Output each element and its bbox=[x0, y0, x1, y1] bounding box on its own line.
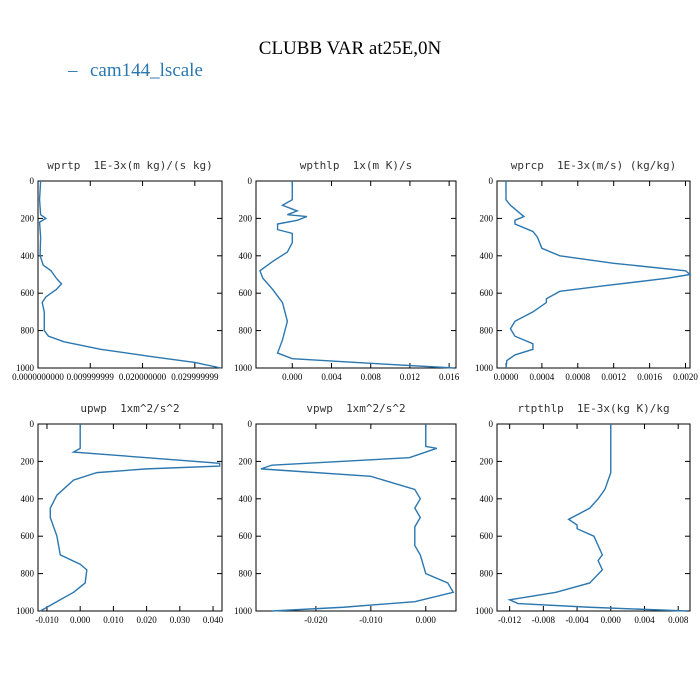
panel-title: wprtp 1E-3x(m kg)/(s kg) bbox=[47, 159, 213, 172]
y-tick-label: 400 bbox=[239, 251, 253, 261]
panel-title: wpthlp 1x(m K)/s bbox=[300, 159, 413, 172]
y-tick-label: 0 bbox=[248, 176, 253, 186]
y-tick-label: 0 bbox=[489, 176, 494, 186]
y-tick-label: 0 bbox=[248, 419, 253, 429]
x-tick-label: 0.000 bbox=[601, 615, 622, 625]
y-tick-label: 800 bbox=[21, 326, 35, 336]
y-tick-label: 800 bbox=[21, 569, 35, 579]
y-tick-label: 400 bbox=[480, 494, 494, 504]
x-tick-label: 0.008 bbox=[361, 372, 382, 382]
x-tick-label: 0.004 bbox=[321, 372, 342, 382]
y-tick-label: 800 bbox=[239, 326, 253, 336]
y-tick-label: 800 bbox=[480, 326, 494, 336]
panel-title: vpwp 1xm^2/s^2 bbox=[306, 402, 405, 415]
y-tick-label: 200 bbox=[239, 456, 253, 466]
y-tick-label: 600 bbox=[21, 288, 35, 298]
x-tick-label: 0.000 bbox=[282, 372, 303, 382]
y-tick-label: 400 bbox=[21, 494, 35, 504]
x-tick-label: 0.030 bbox=[170, 615, 191, 625]
y-tick-label: 0 bbox=[30, 176, 35, 186]
panel-title: wprcp 1E-3x(m/s) (kg/kg) bbox=[511, 159, 677, 172]
legend-label: cam144_lscale bbox=[90, 60, 203, 81]
x-tick-label: 0.0000 bbox=[494, 372, 519, 382]
y-tick-label: 1000 bbox=[475, 363, 494, 373]
x-tick-label: -0.010 bbox=[359, 615, 383, 625]
plot-frame bbox=[255, 180, 457, 369]
legend-mark: – bbox=[67, 60, 78, 81]
data-line bbox=[260, 424, 455, 612]
plot-frame bbox=[496, 180, 691, 369]
plot-frame bbox=[37, 423, 223, 612]
plot-frame bbox=[255, 423, 457, 612]
x-tick-label: 0.004 bbox=[634, 615, 655, 625]
x-tick-label: 0.000 bbox=[70, 615, 91, 625]
x-tick-label: 0.000 bbox=[416, 615, 437, 625]
y-tick-label: 600 bbox=[480, 288, 494, 298]
data-line bbox=[505, 181, 692, 369]
y-tick-label: 400 bbox=[239, 494, 253, 504]
y-tick-label: 200 bbox=[480, 213, 494, 223]
y-tick-label: 1000 bbox=[475, 606, 494, 616]
x-tick-label: 0.020 bbox=[136, 615, 157, 625]
y-tick-label: 400 bbox=[21, 251, 35, 261]
y-tick-label: 200 bbox=[21, 213, 35, 223]
x-tick-label: 0.0012 bbox=[601, 372, 626, 382]
data-line bbox=[259, 181, 455, 369]
data-line bbox=[39, 424, 221, 612]
plot-frame bbox=[496, 423, 691, 612]
panel-title: upwp 1xm^2/s^2 bbox=[80, 402, 179, 415]
y-tick-label: 600 bbox=[239, 288, 253, 298]
y-tick-label: 800 bbox=[480, 569, 494, 579]
x-tick-label: 0.008 bbox=[668, 615, 689, 625]
x-tick-label: 0.016 bbox=[439, 372, 460, 382]
x-tick-label: 0.0004 bbox=[530, 372, 555, 382]
y-tick-label: 0 bbox=[30, 419, 35, 429]
y-tick-label: 600 bbox=[480, 531, 494, 541]
x-tick-label: 0.0020 bbox=[673, 372, 698, 382]
figure-title: CLUBB VAR at25E,0N bbox=[259, 38, 442, 59]
x-tick-label: -0.008 bbox=[532, 615, 556, 625]
x-tick-label: 0.040 bbox=[203, 615, 224, 625]
y-tick-label: 200 bbox=[480, 456, 494, 466]
data-line bbox=[38, 180, 222, 369]
y-tick-label: 800 bbox=[239, 569, 253, 579]
y-tick-label: 1000 bbox=[16, 363, 35, 373]
x-tick-label: 0.029999999 bbox=[171, 372, 219, 382]
y-tick-label: 600 bbox=[239, 531, 253, 541]
x-tick-label: 0.0016 bbox=[637, 372, 662, 382]
x-tick-label: -0.020 bbox=[304, 615, 328, 625]
x-tick-label: -0.010 bbox=[35, 615, 59, 625]
x-tick-label: 0.012 bbox=[400, 372, 420, 382]
y-tick-label: 1000 bbox=[234, 606, 253, 616]
x-tick-label: 0.009999999 bbox=[67, 372, 115, 382]
x-tick-label: 0.010 bbox=[103, 615, 124, 625]
panel-title: rtpthlp 1E-3x(kg K)/kg bbox=[517, 402, 669, 415]
y-tick-label: 1000 bbox=[234, 363, 253, 373]
x-tick-label: 0.0008 bbox=[565, 372, 590, 382]
y-tick-label: 200 bbox=[21, 456, 35, 466]
y-tick-label: 1000 bbox=[16, 606, 35, 616]
x-tick-label: 0.020000000 bbox=[119, 372, 167, 382]
x-tick-label: -0.012 bbox=[498, 615, 521, 625]
plot-frame bbox=[37, 180, 223, 369]
data-line bbox=[507, 424, 687, 612]
x-tick-label: 0.0000000000 bbox=[12, 372, 64, 382]
y-tick-label: 0 bbox=[489, 419, 494, 429]
x-tick-label: -0.004 bbox=[565, 615, 589, 625]
y-tick-label: 600 bbox=[21, 531, 35, 541]
y-tick-label: 400 bbox=[480, 251, 494, 261]
y-tick-label: 200 bbox=[239, 213, 253, 223]
